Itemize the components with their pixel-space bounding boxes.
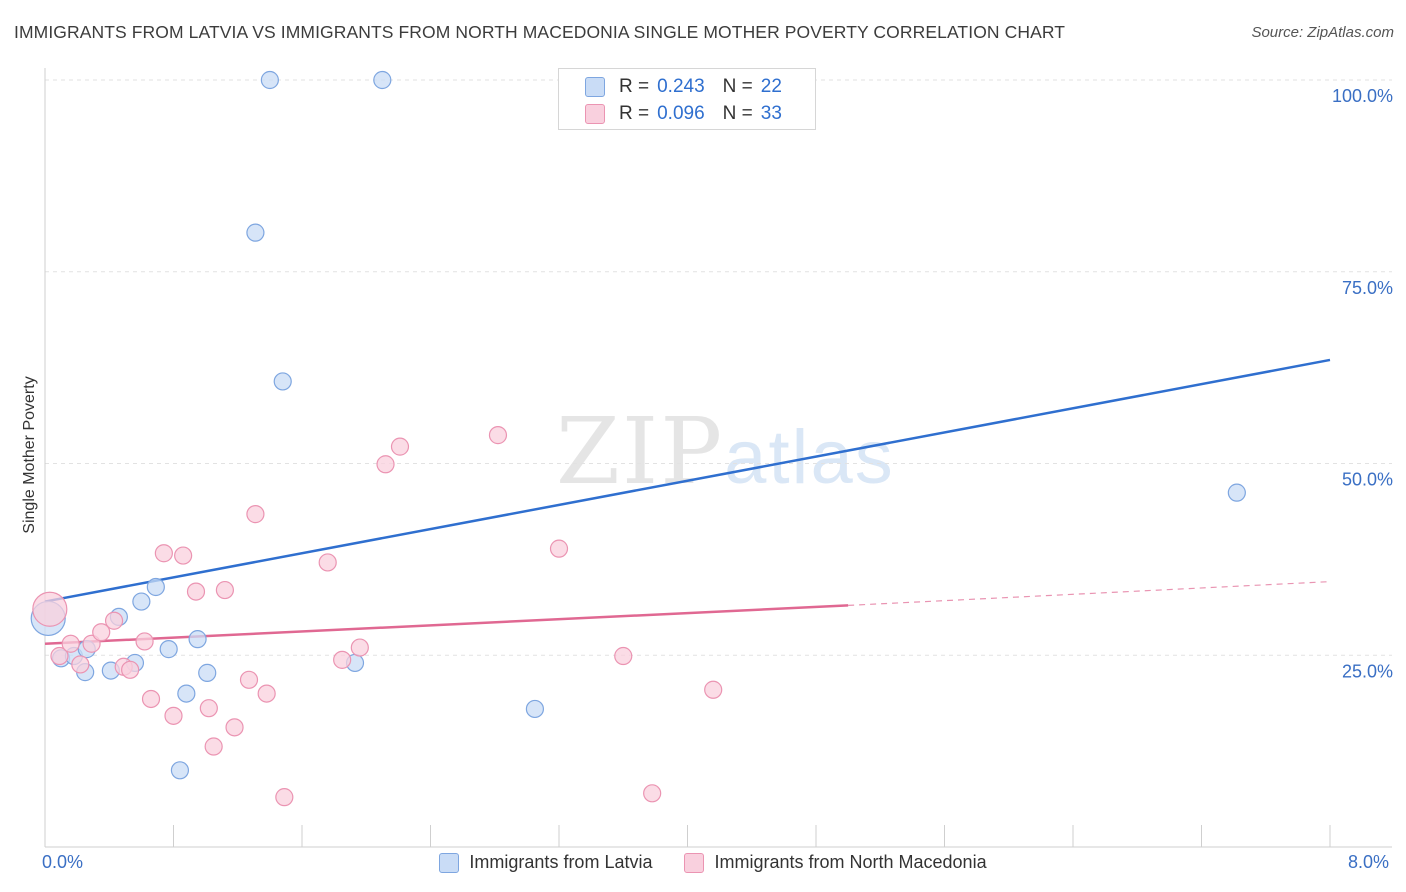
axes [44, 68, 1392, 848]
r-label: R = [619, 103, 650, 124]
point-latvia-16 [246, 223, 265, 242]
point-latvia-11 [170, 761, 190, 780]
point-north-macedonia-6 [104, 611, 124, 630]
legend-item-latvia[interactable]: Immigrants from Latvia [439, 852, 652, 873]
point-north-macedonia-12 [164, 706, 183, 725]
point-north-macedonia-18 [225, 718, 244, 737]
y-tick-label-25: 25.0% [1342, 661, 1393, 681]
point-north-macedonia-2 [61, 634, 80, 653]
point-latvia-12 [177, 684, 196, 703]
point-north-macedonia-17 [215, 580, 234, 600]
point-north-macedonia-10 [141, 689, 161, 709]
point-north-macedonia-28 [488, 426, 508, 445]
n-label: N = [722, 103, 753, 124]
trend-lines [44, 358, 1331, 645]
legend-swatch-latvia [439, 852, 460, 873]
stats-swatch-latvia [585, 77, 605, 97]
point-north-macedonia-14 [186, 582, 206, 601]
point-north-macedonia-26 [376, 455, 395, 474]
legend-label-north-macedonia: Immigrants from North Macedonia [714, 852, 987, 872]
point-latvia-21 [1227, 483, 1246, 502]
legend-item-north-macedonia[interactable]: Immigrants from North Macedonia [684, 852, 987, 873]
y-axis-label: Single Mother Poverty [21, 376, 38, 534]
legend-label-latvia: Immigrants from Latvia [469, 852, 653, 872]
point-north-macedonia-11 [154, 544, 173, 563]
n-value: 22 [760, 76, 782, 97]
grid-lines [45, 79, 1392, 656]
legend-swatch-north-macedonia [684, 852, 705, 873]
series-legend: Immigrants from Latvia Immigrants from N… [0, 852, 1406, 873]
point-north-macedonia-9 [135, 632, 154, 651]
point-latvia-9 [146, 577, 165, 597]
point-north-macedonia-24 [333, 650, 352, 669]
stats-legend: R = 0.243 N = 22 R = 0.096 N = 33 [558, 68, 816, 130]
r-label: R = [619, 76, 650, 97]
trend-line-north-macedonia-extended [848, 581, 1331, 606]
x-tick-label-max: 8.0% [1348, 852, 1390, 872]
y-tick-label-100: 100.0% [1332, 86, 1393, 106]
point-north-macedonia-20 [246, 505, 265, 524]
point-north-macedonia-32 [704, 680, 723, 699]
r-value: 0.096 [657, 103, 705, 124]
point-north-macedonia-1 [50, 646, 69, 666]
point-north-macedonia-29 [549, 539, 569, 558]
point-north-macedonia-27 [390, 437, 410, 456]
point-north-macedonia-0 [32, 591, 68, 627]
point-latvia-8 [132, 592, 151, 611]
point-latvia-18 [373, 70, 392, 90]
point-north-macedonia-23 [318, 553, 337, 572]
point-north-macedonia-21 [257, 684, 276, 703]
point-north-macedonia-5 [92, 623, 111, 642]
point-latvia-13 [188, 630, 207, 649]
r-value: 0.243 [657, 76, 705, 97]
point-north-macedonia-8 [121, 660, 140, 679]
point-latvia-14 [198, 663, 217, 682]
stats-swatch-north-macedonia [585, 104, 605, 124]
point-north-macedonia-13 [174, 546, 193, 565]
y-tick-labels: 25.0% 50.0% 75.0% 100.0% [1332, 86, 1393, 681]
point-north-macedonia-25 [350, 638, 369, 657]
n-label: N = [722, 76, 753, 97]
point-north-macedonia-15 [199, 699, 218, 718]
n-value: 33 [760, 103, 782, 124]
point-north-macedonia-3 [71, 655, 90, 674]
trend-line-latvia [44, 358, 1331, 603]
source-label: Source: ZipAtlas.com [1251, 24, 1394, 41]
x-tick-label-min: 0.0% [42, 852, 84, 872]
stats-row-north-macedonia: R = 0.096 N = 33 [585, 103, 782, 125]
chart-title: IMMIGRANTS FROM LATVIA VS IMMIGRANTS FRO… [14, 22, 1066, 42]
y-tick-label-75: 75.0% [1342, 278, 1393, 298]
point-latvia-10 [159, 640, 178, 659]
stats-row-latvia: R = 0.243 N = 22 [585, 76, 782, 98]
point-latvia-17 [273, 372, 292, 391]
point-latvia-15 [260, 70, 279, 90]
data-points [30, 70, 1246, 807]
point-north-macedonia-22 [275, 788, 294, 807]
point-north-macedonia-16 [204, 737, 223, 756]
point-latvia-20 [525, 699, 545, 719]
point-north-macedonia-19 [239, 670, 259, 689]
point-north-macedonia-31 [643, 784, 662, 803]
y-tick-label-50: 50.0% [1342, 470, 1393, 490]
trend-line-north-macedonia [44, 604, 849, 645]
point-north-macedonia-30 [614, 646, 633, 666]
